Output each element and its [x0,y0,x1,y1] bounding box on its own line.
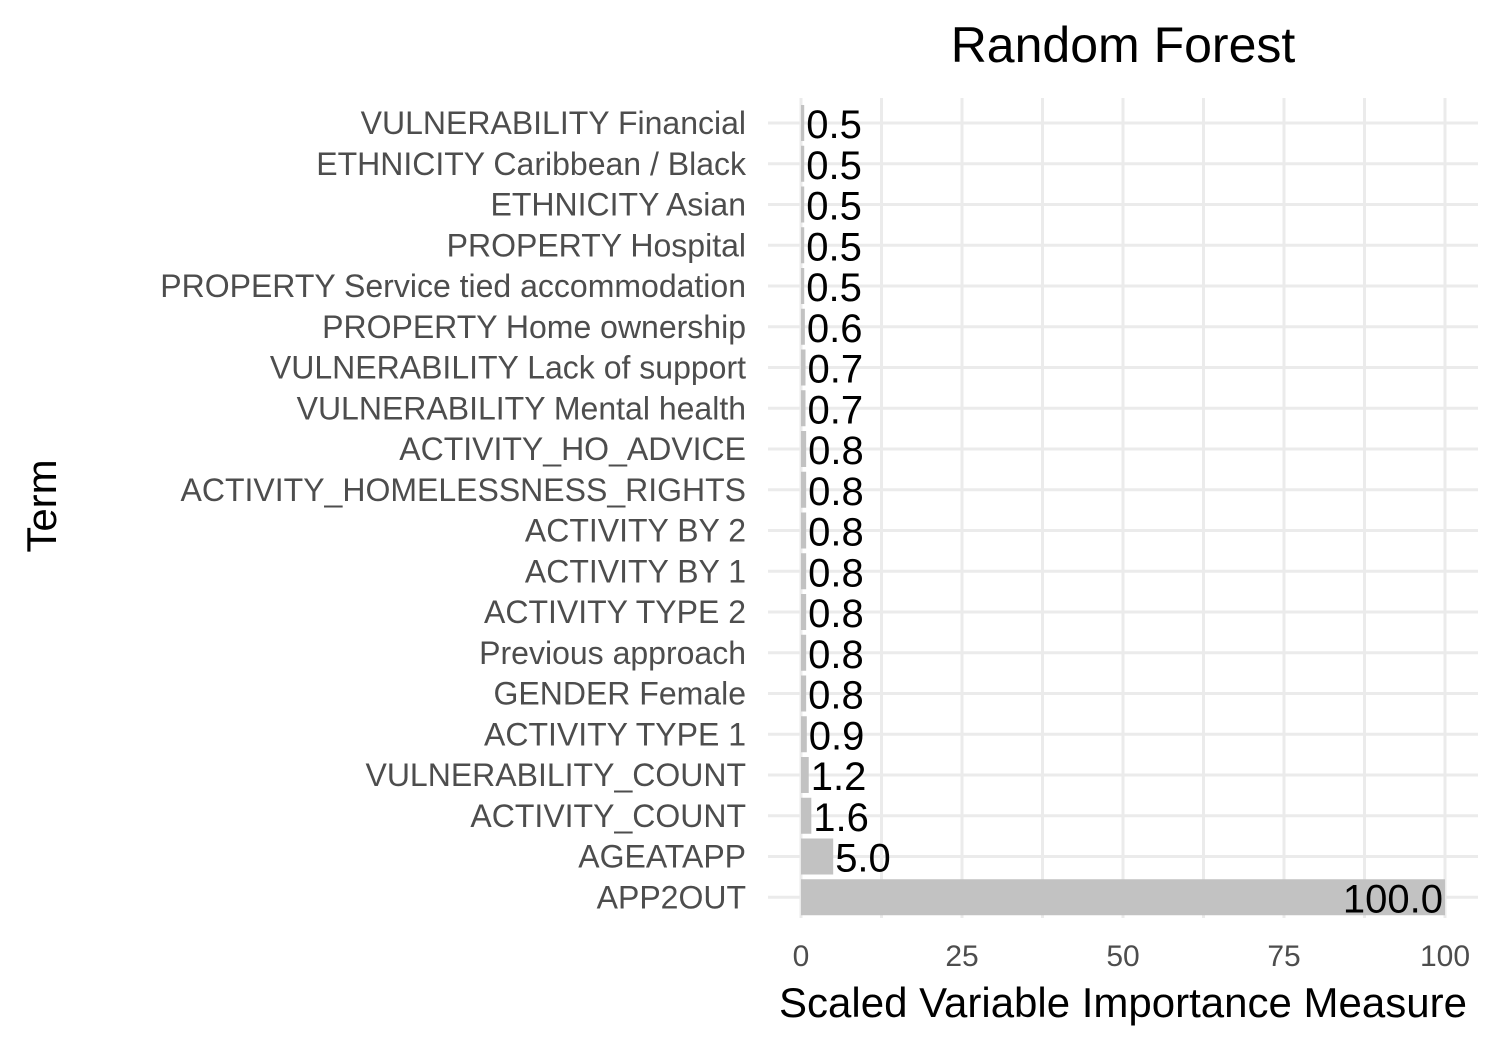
bar [801,797,812,834]
y-tick-labels: VULNERABILITY Financial ETHNICITY Caribbe… [160,105,747,915]
bar [801,308,805,345]
data-label: 0.8 [808,551,864,595]
grid-layer [768,98,1478,918]
x-tick-label: 25 [945,940,978,973]
bar [801,349,806,386]
y-tick-label: ACTIVITY BY 1 [525,553,746,589]
y-tick-label: VULNERABILITY Financial [361,105,746,141]
y-tick-label: APP2OUT [597,879,746,915]
data-label: 0.8 [808,674,864,718]
bar [801,431,807,467]
data-label: 0.7 [808,388,864,432]
x-tick-label: 75 [1267,940,1300,973]
bar [801,390,806,427]
y-tick-label: ACTIVITY_HOMELESSNESS_RIGHTS [181,472,746,508]
bar [801,838,834,875]
data-label: 5.0 [835,837,891,881]
y-tick-label: ETHNICITY Asian [491,187,746,223]
bar [801,675,807,712]
chart-title: Random Forest [951,17,1296,73]
bar [801,879,1445,916]
data-label: 0.5 [806,103,862,147]
data-label: 100.0 [1343,877,1443,921]
y-axis-title: Term [18,459,65,552]
bar [801,105,805,141]
y-tick-label: AGEATAPP [578,839,746,875]
data-label: 0.5 [806,266,862,310]
y-tick-label: ACTIVITY_COUNT [470,798,746,834]
bar [801,145,805,182]
x-tick-labels: 0 25 50 75 100 [793,940,1470,973]
data-label: 0.5 [806,225,862,269]
data-label: 1.6 [813,796,869,840]
y-tick-label: PROPERTY Hospital [447,227,746,263]
bar [801,757,809,793]
y-tick-label: PROPERTY Service tied accommodation [160,268,746,304]
y-tick-label: ACTIVITY TYPE 1 [484,716,746,752]
y-tick-label: PROPERTY Home ownership [322,309,746,345]
x-tick-label: 50 [1106,940,1139,973]
bar [801,471,807,508]
y-tick-label: ACTIVITY TYPE 2 [484,594,746,630]
bar [801,634,807,671]
data-label: 0.5 [806,144,862,188]
label-layer: 0.50.50.50.50.50.60.70.70.80.80.80.80.80… [806,103,1443,921]
bar [801,227,805,264]
y-tick-label: GENDER Female [494,676,747,712]
y-tick-label: ETHNICITY Caribbean / Black [316,146,747,182]
data-label: 0.8 [808,429,864,473]
data-label: 0.9 [809,714,865,758]
y-tick-label: ACTIVITY_HO_ADVICE [399,431,746,467]
data-label: 0.7 [808,348,864,392]
y-tick-label: ACTIVITY BY 2 [525,513,746,549]
y-tick-label: VULNERABILITY Mental health [297,390,746,426]
bar-layer [801,105,1445,916]
data-label: 1.2 [811,755,867,799]
data-label: 0.5 [806,185,862,229]
y-tick-label: VULNERABILITY_COUNT [365,757,746,793]
y-tick-label: Previous approach [479,635,746,671]
bar [801,553,807,590]
data-label: 0.8 [808,633,864,677]
x-tick-label: 100 [1420,940,1470,973]
data-label: 0.8 [808,592,864,636]
data-label: 0.6 [807,307,863,351]
x-tick-label: 0 [793,940,810,973]
data-label: 0.8 [808,511,864,555]
bar [801,268,805,304]
y-tick-label: VULNERABILITY Lack of support [270,350,746,386]
data-label: 0.8 [808,470,864,514]
bar [801,186,805,223]
x-axis-title: Scaled Variable Importance Measure [779,979,1467,1026]
bar [801,594,807,630]
bar [801,716,807,753]
bar [801,512,807,549]
